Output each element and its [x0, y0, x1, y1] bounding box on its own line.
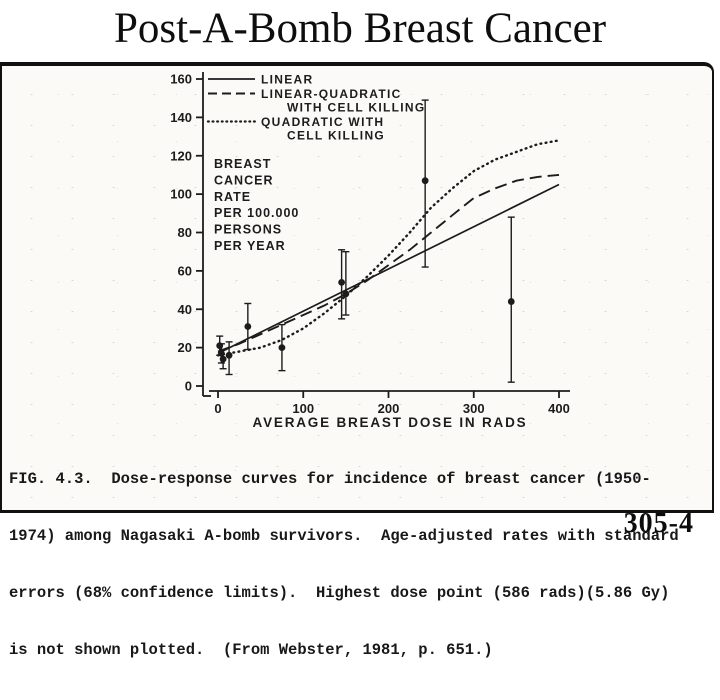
caption-line: 1974) among Nagasaki A-bomb survivors. A…	[9, 527, 679, 545]
svg-text:100: 100	[170, 187, 192, 202]
page-number: 305-4	[623, 508, 694, 539]
series-solid	[217, 183, 560, 355]
series-dashed	[217, 173, 560, 353]
y-tick-labels: 0 20 40 60 80 100 120 140 160	[170, 72, 192, 394]
y-axis-label: BREAST CANCER RATE PER 100.000 PERSONS PER YE…	[214, 157, 299, 253]
svg-text:CELL KILLING: CELL KILLING	[287, 129, 385, 143]
svg-text:LINEAR: LINEAR	[261, 73, 313, 87]
caption-line: FIG. 4.3. Dose-response curves for incid…	[9, 470, 651, 488]
svg-text:60: 60	[178, 263, 192, 278]
svg-text:PERSONS: PERSONS	[214, 223, 282, 237]
svg-text:RATE: RATE	[214, 190, 251, 204]
svg-text:300: 300	[463, 401, 485, 416]
slide: Post-A-Bomb Breast Cancer 0 20 40 60 80 100 12…	[0, 5, 714, 659]
svg-text:400: 400	[548, 401, 570, 416]
svg-text:80: 80	[178, 225, 192, 240]
svg-text:140: 140	[170, 110, 192, 125]
axes	[196, 72, 570, 398]
svg-text:120: 120	[170, 148, 192, 163]
svg-text:100: 100	[292, 401, 314, 416]
x-axis-label: AVERAGE BREAST DOSE IN RADS	[253, 415, 528, 430]
svg-text:QUADRATIC WITH: QUADRATIC WITH	[261, 115, 384, 129]
svg-text:LINEAR-QUADRATIC: LINEAR-QUADRATIC	[261, 87, 402, 101]
svg-text:PER YEAR: PER YEAR	[214, 239, 286, 253]
slide-title: Post-A-Bomb Breast Cancer	[113, 5, 607, 52]
svg-text:20: 20	[178, 340, 192, 355]
svg-text:BREAST: BREAST	[214, 157, 271, 171]
figure-caption: FIG. 4.3. Dose-response curves for incid…	[2, 430, 712, 700]
data-points	[216, 99, 515, 383]
svg-text:40: 40	[178, 302, 192, 317]
svg-text:0: 0	[185, 379, 192, 394]
series-dotted	[216, 139, 561, 357]
caption-line: errors (68% confidence limits). Highest …	[9, 584, 670, 602]
x-tick-labels: 0 100 200 300 400	[214, 401, 569, 416]
svg-text:CANCER: CANCER	[214, 173, 273, 187]
svg-text:160: 160	[170, 72, 192, 87]
svg-text:0: 0	[214, 401, 221, 416]
svg-text:PER 100.000: PER 100.000	[214, 206, 299, 220]
figure-scan: 0 20 40 60 80 100 120 140 160 0 100 200 300 400 BREAST…	[0, 62, 714, 659]
svg-text:WITH CELL KILLING: WITH CELL KILLING	[287, 101, 426, 115]
dose-response-chart: 0 20 40 60 80 100 120 140 160 0 100 200 300 400 BREAST…	[170, 72, 570, 430]
svg-text:200: 200	[378, 401, 400, 416]
caption-line: is not shown plotted. (From Webster, 198…	[9, 641, 493, 659]
